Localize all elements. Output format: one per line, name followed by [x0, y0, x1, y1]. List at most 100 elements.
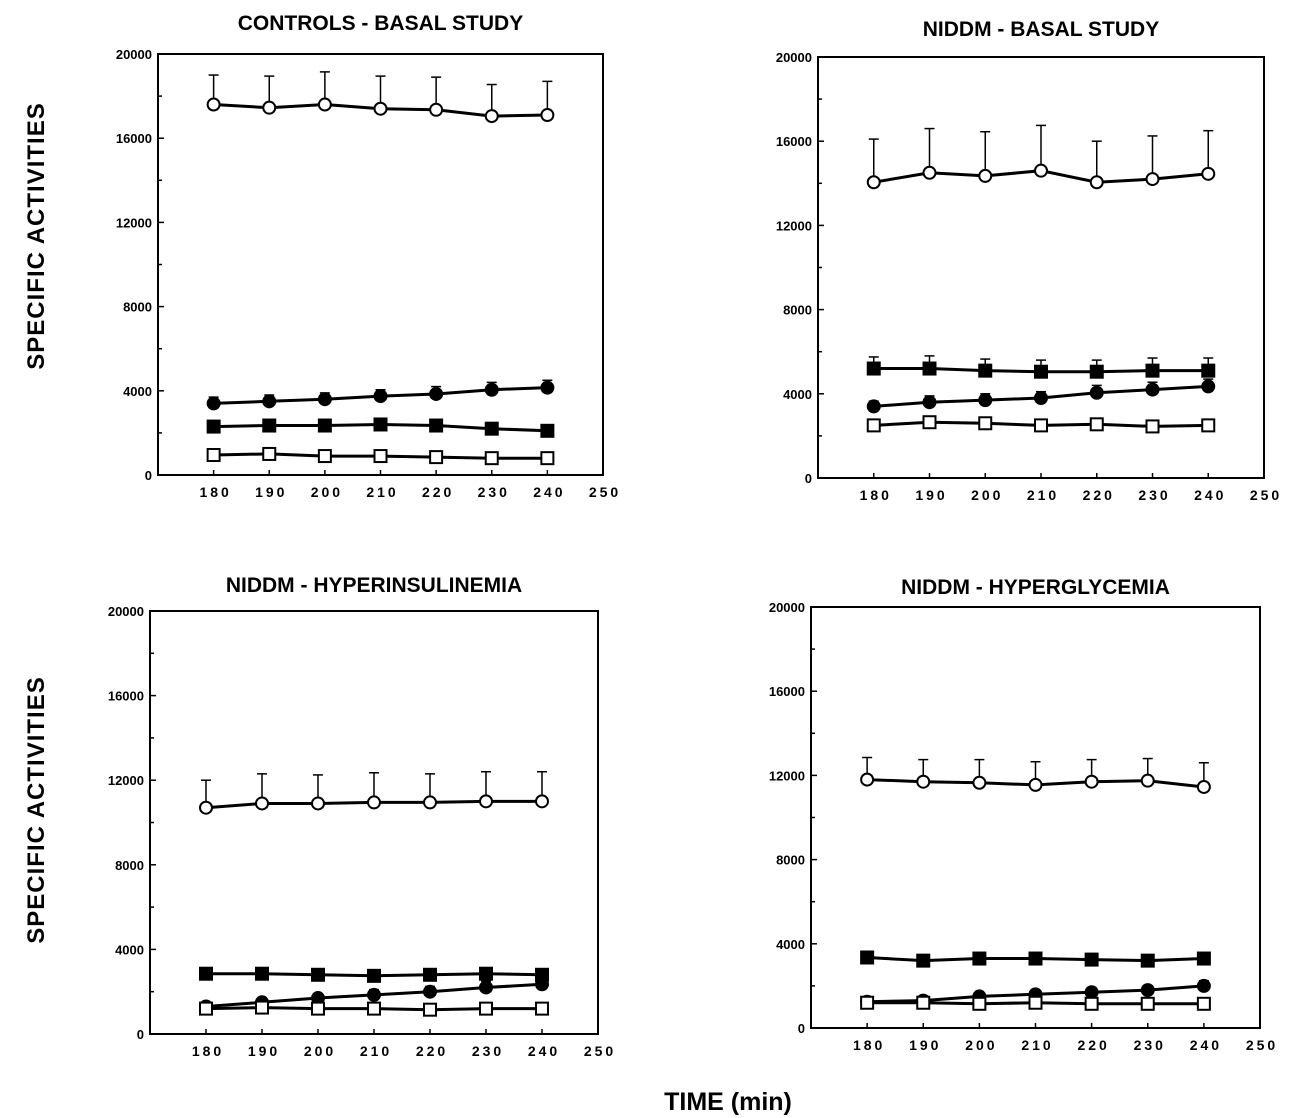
x-tick-label: 190 [915, 487, 947, 503]
data-point-open-circle [479, 794, 493, 809]
chart-title: NIDDM - HYPERGLYCEMIA [901, 576, 1170, 599]
plot-frame [157, 53, 604, 476]
data-point-open-circle [1089, 175, 1104, 190]
y-tick-label: 12000 [776, 218, 812, 233]
chart-title: NIDDM - BASAL STUDY [923, 18, 1159, 41]
y-axis-label-top: SPECIFIC ACTIVITIES [23, 102, 50, 369]
x-tick-label: 180 [860, 487, 892, 503]
x-tick-label: 180 [192, 1043, 224, 1059]
data-point-open-circle [484, 109, 499, 124]
chart-title: CONTROLS - BASAL STUDY [238, 12, 523, 35]
data-point-filled-circle [540, 380, 555, 395]
y-tick-label: 12000 [116, 215, 152, 230]
data-point-filled-square [429, 418, 444, 433]
x-tick-label: 250 [589, 484, 621, 500]
data-point-filled-square [367, 968, 381, 983]
chart-panel-2: NIDDM - BASAL STUDY 0 4000 8000 12000 16000 20… [776, 18, 1279, 503]
series-open-square [860, 995, 1211, 1011]
data-point-filled-square [262, 418, 277, 433]
data-point-filled-square [373, 417, 388, 432]
y-tick-label: 8000 [783, 303, 812, 318]
data-point-open-square [916, 995, 931, 1010]
data-point-filled-circle [262, 394, 277, 409]
y-tick-label: 0 [145, 468, 152, 483]
plot-frame [817, 56, 1265, 479]
x-tick-label: 200 [304, 1043, 336, 1059]
data-point-open-square [367, 1001, 381, 1016]
data-point-filled-circle [206, 396, 221, 411]
series-open-square [199, 1000, 549, 1017]
data-point-filled-circle [1034, 391, 1048, 406]
data-point-filled-circle [1196, 978, 1211, 993]
data-point-open-circle [423, 795, 437, 810]
data-point-open-square [317, 449, 332, 464]
data-point-open-circle [199, 800, 213, 815]
x-tick-label: 190 [909, 1037, 941, 1053]
x-tick-label: 200 [311, 484, 343, 500]
data-point-filled-circle [922, 395, 937, 410]
data-point-open-circle [540, 108, 555, 123]
data-point-open-square [479, 1001, 493, 1016]
data-point-open-circle [1145, 172, 1160, 187]
data-point-open-circle [367, 795, 381, 810]
data-point-filled-circle [484, 382, 499, 397]
chart-panel-3: NIDDM - HYPERINSULINEMIA 0 4000 8000 12000 16… [108, 574, 613, 1059]
data-point-open-square [1034, 418, 1048, 433]
x-tick-label: 200 [971, 487, 1003, 503]
y-tick-label: 8000 [115, 858, 144, 873]
data-point-open-square [311, 1001, 325, 1016]
data-point-filled-square [1196, 951, 1211, 966]
data-point-filled-circle [317, 392, 332, 407]
x-tick-label: 230 [1134, 1037, 1166, 1053]
y-tick-label: 8000 [776, 853, 805, 868]
series-filled-square [866, 355, 1216, 379]
data-point-filled-square [484, 421, 499, 436]
x-tick-label: 180 [199, 484, 231, 500]
x-tick-label: 230 [1138, 487, 1170, 503]
data-point-open-circle [978, 168, 993, 183]
data-point-open-circle [262, 100, 277, 115]
data-point-filled-circle [1140, 983, 1155, 998]
y-tick-label: 20000 [108, 604, 144, 619]
data-point-filled-circle [1089, 385, 1104, 400]
data-point-filled-square [1084, 952, 1099, 967]
data-point-open-square [423, 1002, 437, 1017]
data-point-filled-circle [866, 399, 881, 414]
data-point-open-square [373, 449, 388, 464]
data-point-open-square [1145, 419, 1160, 434]
x-tick-label: 210 [366, 484, 398, 500]
x-tick-label: 230 [472, 1043, 504, 1059]
series-open-circle [199, 770, 549, 815]
chart-panel-1: CONTROLS - BASAL STUDY 0 4000 8000 12000 1600… [116, 12, 621, 500]
data-point-open-circle [311, 796, 325, 811]
data-point-filled-square [922, 361, 937, 376]
data-point-filled-square [978, 363, 993, 378]
series-open-circle [206, 71, 555, 124]
chart-title: NIDDM - HYPERINSULINEMIA [226, 574, 522, 597]
data-point-filled-square [1089, 364, 1104, 379]
data-point-filled-circle [429, 386, 444, 401]
data-point-open-circle [972, 775, 987, 790]
data-point-open-square [972, 996, 987, 1011]
data-point-filled-square [1201, 363, 1216, 378]
data-point-filled-circle [423, 984, 437, 999]
x-tick-label: 250 [1246, 1037, 1278, 1053]
data-point-open-square [429, 450, 444, 465]
x-tick-label: 240 [1190, 1037, 1222, 1053]
data-point-open-circle [1196, 779, 1211, 794]
y-tick-label: 20000 [116, 47, 152, 62]
series-filled-square [206, 417, 555, 438]
y-tick-label: 4000 [783, 387, 812, 402]
data-point-filled-square [1140, 953, 1155, 968]
data-point-open-circle [916, 774, 931, 789]
x-tick-label: 200 [965, 1037, 997, 1053]
x-tick-label: 240 [533, 484, 565, 500]
data-point-open-square [262, 446, 277, 461]
data-point-filled-square [866, 361, 881, 376]
data-point-open-circle [206, 97, 221, 112]
x-axis-label: TIME (min) [664, 1088, 792, 1116]
data-point-open-circle [429, 102, 444, 117]
x-tick-label: 180 [853, 1037, 885, 1053]
data-point-open-square [540, 451, 555, 466]
